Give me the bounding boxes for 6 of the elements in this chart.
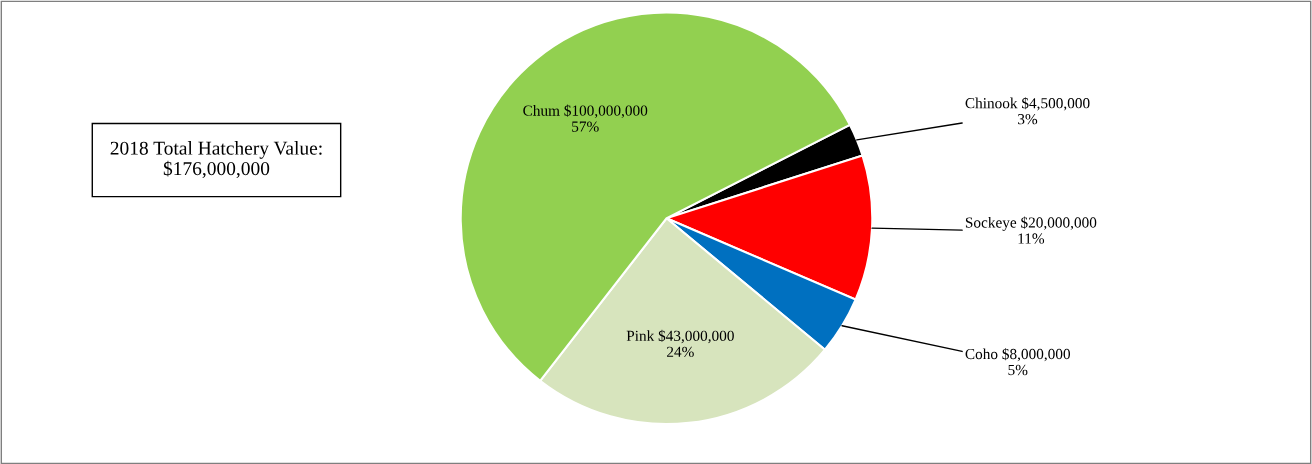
slice-label: Chinook $4,500,000 3% [965, 97, 1090, 125]
slice-label: Sockeye $20,000,000 11% [965, 216, 1097, 244]
slice-label: Pink $43,000,000 24% [626, 329, 734, 358]
text: 2018 Total Hatchery Value: $176,000,000 [110, 141, 322, 178]
slice-label: Coho $8,000,000 5% [965, 347, 1071, 376]
slice-label: Chum $100,000,000 57% [523, 104, 648, 132]
